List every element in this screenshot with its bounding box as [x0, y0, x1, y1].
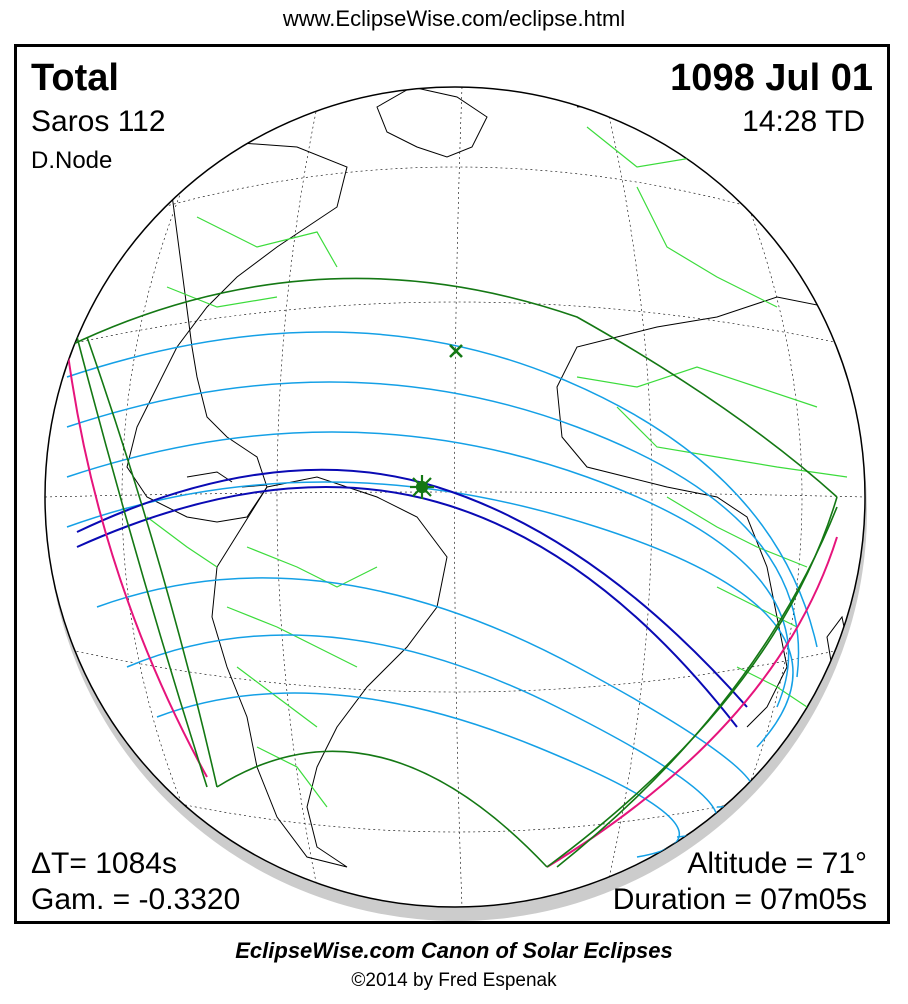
- globe: [44, 86, 866, 908]
- eclipse-time: 14:28 TD: [742, 105, 865, 138]
- canon-title: EclipseWise.com Canon of Solar Eclipses: [235, 938, 673, 963]
- eclipse-date: 1098 Jul 01: [670, 57, 873, 99]
- penumbra-limits: [66, 277, 838, 868]
- eclipse-map-frame: Total 1098 Jul 01 Saros 112 14:28 TD D.N…: [14, 44, 890, 924]
- copyright: ©2014 by Fred Espenak: [351, 970, 557, 991]
- node-label: D.Node: [31, 147, 113, 174]
- cross-icon: [449, 344, 463, 358]
- penumbral-lines: [66, 331, 818, 858]
- eclipse-map: [44, 86, 867, 921]
- eclipse-type: Total: [31, 57, 119, 99]
- gamma-value: Gam. = -0.3320: [31, 883, 241, 916]
- star-icon: [410, 475, 434, 499]
- rise-set-curves: [66, 346, 838, 868]
- sun-altitude: Altitude = 71°: [687, 847, 867, 880]
- source-url: www.EclipseWise.com/eclipse.html: [282, 6, 626, 31]
- total-eclipse-path: [76, 468, 748, 728]
- delta-t: ΔT= 1084s: [31, 847, 177, 880]
- central-duration: Duration = 07m05s: [612, 883, 867, 916]
- saros-number: Saros 112: [31, 105, 166, 138]
